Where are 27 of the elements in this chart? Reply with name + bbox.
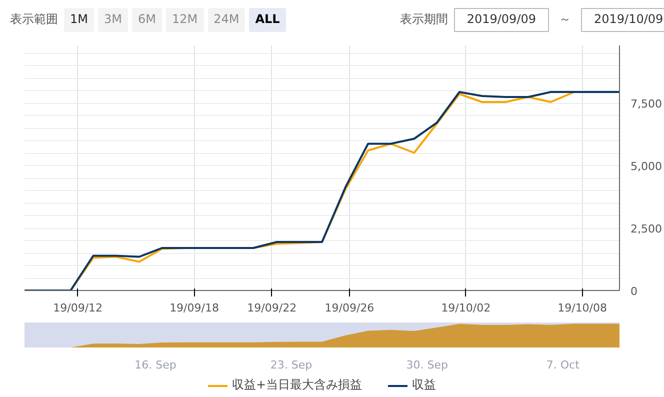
- text: 表示期間: [400, 11, 448, 28]
- text: 2019/10/09: [581, 8, 664, 32]
- y-tick-label: 0: [630, 285, 638, 298]
- x-tick-label: 19/09/26: [324, 302, 374, 314]
- text: 24M: [208, 8, 246, 32]
- x-tick-label: 19/10/08: [558, 302, 608, 314]
- x-tick-label: 7. Oct: [546, 358, 580, 372]
- text: 12M: [166, 8, 204, 32]
- text: ALL: [249, 8, 286, 32]
- text: 3M: [98, 8, 128, 32]
- legend-label: 収益+当日最大含み損益: [232, 376, 362, 394]
- x-tick-label: 30. Sep: [406, 358, 448, 372]
- text: 2019/09/09: [454, 8, 550, 32]
- x-tick-label: 19/09/12: [53, 302, 103, 314]
- x-tick-label: 23. Sep: [270, 358, 312, 372]
- y-tick-label: 5,000: [630, 160, 662, 173]
- text: ～: [559, 11, 572, 28]
- y-tick-label: 7,500: [630, 98, 662, 110]
- legend-label: 収益: [412, 376, 436, 394]
- text: 1M: [64, 8, 94, 32]
- x-tick-label: 19/09/18: [170, 302, 219, 314]
- x-tick-label: 19/10/02: [441, 302, 491, 314]
- y-tick-label: 2,500: [630, 222, 662, 236]
- text: 6M: [132, 8, 162, 32]
- x-tick-label: 16. Sep: [134, 358, 176, 372]
- text: 表示範囲: [10, 11, 58, 28]
- x-tick-label: 19/09/22: [247, 302, 297, 314]
